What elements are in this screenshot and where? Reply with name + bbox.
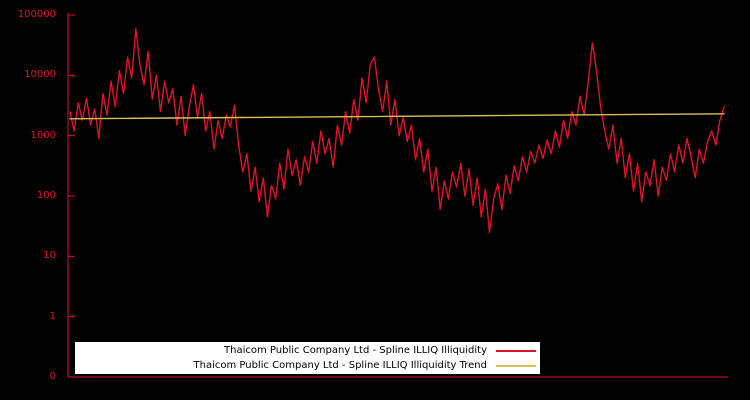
y-axis: 100000 10000 1000 100 10 1 0 xyxy=(0,0,64,400)
y-tick-label: 1000 xyxy=(30,129,56,141)
y-tick-label: 100 xyxy=(36,190,56,201)
legend: Thaicom Public Company Ltd - Spline ILLI… xyxy=(75,342,540,374)
legend-swatch-trend-line xyxy=(496,364,536,367)
y-tick-label: 10000 xyxy=(24,69,56,81)
axes xyxy=(67,13,728,378)
y-tick-label: 100000 xyxy=(17,9,56,20)
legend-label-illiquidity: Thaicom Public Company Ltd - Spline ILLI… xyxy=(224,345,487,356)
series-lines xyxy=(69,27,725,234)
legend-swatch-illiquidity-line xyxy=(496,349,536,352)
illiquidity-series-line xyxy=(69,27,725,234)
y-tick-label: 1 xyxy=(49,310,56,322)
y-tick-label: 10 xyxy=(43,250,56,262)
y-tick-label: 0 xyxy=(49,371,56,382)
legend-item-illiquidity: Thaicom Public Company Ltd - Spline ILLI… xyxy=(79,344,536,358)
legend-item-trend: Thaicom Public Company Ltd - Spline ILLI… xyxy=(79,359,536,373)
legend-label-trend: Thaicom Public Company Ltd - Spline ILLI… xyxy=(193,360,488,371)
trend-line xyxy=(69,113,725,120)
